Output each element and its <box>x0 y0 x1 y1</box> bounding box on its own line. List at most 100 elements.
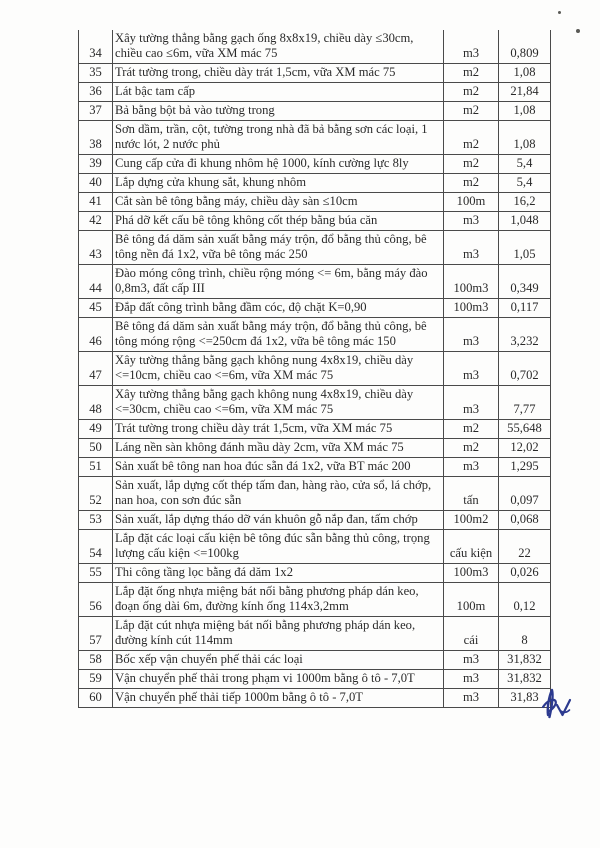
description-cell: Lắp dựng cửa khung sắt, khung nhôm <box>112 173 444 193</box>
row-number-cell: 60 <box>78 688 113 708</box>
row-number-cell: 40 <box>78 173 113 193</box>
quantity-cell: 1,08 <box>498 120 551 155</box>
table-row: 47 Xây tường thẳng bằng gạch không nung … <box>78 351 551 386</box>
unit-cell: m2 <box>443 82 499 102</box>
quantity-cell: 12,02 <box>498 438 551 458</box>
quantity-cell: 3,232 <box>498 317 551 352</box>
unit-cell: m3 <box>443 30 499 64</box>
quantity-cell: 1,08 <box>498 63 551 83</box>
table-row: 59 Vận chuyển phế thải trong phạm vi 100… <box>78 669 551 689</box>
table-row: 48 Xây tường thẳng bằng gạch không nung … <box>78 385 551 420</box>
description-cell: Cắt sàn bê tông bằng máy, chiều dày sàn … <box>112 192 444 212</box>
quantity-cell: 0,809 <box>498 30 551 64</box>
table-row: 36 Lát bậc tam cấp m2 21,84 <box>78 82 551 102</box>
description-cell: Đắp đất công trình bằng đầm cóc, độ chặt… <box>112 298 444 318</box>
work-items-table: 34 Xây tường thẳng bằng gạch ống 8x8x19,… <box>78 30 551 708</box>
table-row: 43 Bê tông đá dăm sản xuất bằng máy trộn… <box>78 230 551 265</box>
description-cell: Lắp đặt ống nhựa miệng bát nối bằng phươ… <box>112 582 444 617</box>
unit-cell: m3 <box>443 211 499 231</box>
quantity-cell: 31,832 <box>498 650 551 670</box>
table-row: 52 Sản xuất, lắp dựng cốt thép tấm đan, … <box>78 476 551 511</box>
row-number-cell: 56 <box>78 582 113 617</box>
quantity-cell: 8 <box>498 616 551 651</box>
unit-cell: m3 <box>443 385 499 420</box>
table-row: 50 Láng nền sàn không đánh mầu dày 2cm, … <box>78 438 551 458</box>
row-number-cell: 46 <box>78 317 113 352</box>
unit-cell: 100m2 <box>443 510 499 530</box>
unit-cell: 100m <box>443 192 499 212</box>
row-number-cell: 39 <box>78 154 113 174</box>
description-cell: Bê tông đá dăm sản xuất bằng máy trộn, đ… <box>112 317 444 352</box>
unit-cell: m2 <box>443 438 499 458</box>
quantity-cell: 0,026 <box>498 563 551 583</box>
description-cell: Lắp đặt cút nhựa miệng bát nối bằng phươ… <box>112 616 444 651</box>
quantity-cell: 55,648 <box>498 419 551 439</box>
table-row: 42 Phá dỡ kết cấu bê tông không cốt thép… <box>78 211 551 231</box>
table-row: 53 Sản xuất, lắp dựng tháo dỡ ván khuôn … <box>78 510 551 530</box>
table-row: 57 Lắp đặt cút nhựa miệng bát nối bằng p… <box>78 616 551 651</box>
unit-cell: cấu kiện <box>443 529 499 564</box>
row-number-cell: 59 <box>78 669 113 689</box>
row-number-cell: 55 <box>78 563 113 583</box>
quantity-cell: 1,08 <box>498 101 551 121</box>
quantity-cell: 0,349 <box>498 264 551 299</box>
row-number-cell: 49 <box>78 419 113 439</box>
unit-cell: m2 <box>443 173 499 193</box>
quantity-cell: 0,068 <box>498 510 551 530</box>
description-cell: Sơn dầm, trần, cột, tường trong nhà đã b… <box>112 120 444 155</box>
row-number-cell: 53 <box>78 510 113 530</box>
scan-speck <box>558 11 561 14</box>
description-cell: Cung cấp cửa đi khung nhôm hệ 1000, kính… <box>112 154 444 174</box>
description-cell: Xây tường thẳng bằng gạch không nung 4x8… <box>112 351 444 386</box>
row-number-cell: 41 <box>78 192 113 212</box>
row-number-cell: 37 <box>78 101 113 121</box>
description-cell: Xây tường thẳng bằng gạch ống 8x8x19, ch… <box>112 30 444 64</box>
unit-cell: m2 <box>443 63 499 83</box>
quantity-cell: 31,832 <box>498 669 551 689</box>
row-number-cell: 57 <box>78 616 113 651</box>
quantity-cell: 16,2 <box>498 192 551 212</box>
table-row: 51 Sản xuất bê tông nan hoa đúc sẵn đá 1… <box>78 457 551 477</box>
row-number-cell: 58 <box>78 650 113 670</box>
quantity-cell: 5,4 <box>498 154 551 174</box>
quantity-cell: 0,12 <box>498 582 551 617</box>
work-items-table-body: 34 Xây tường thẳng bằng gạch ống 8x8x19,… <box>78 30 551 708</box>
table-row: 56 Lắp đặt ống nhựa miệng bát nối bằng p… <box>78 582 551 617</box>
table-row: 37 Bả bằng bột bả vào tường trong m2 1,0… <box>78 101 551 121</box>
unit-cell: m2 <box>443 154 499 174</box>
quantity-cell: 21,84 <box>498 82 551 102</box>
table-row: 44 Đào móng công trình, chiều rộng móng … <box>78 264 551 299</box>
scan-speck <box>576 29 580 33</box>
table-row: 41 Cắt sàn bê tông bằng máy, chiều dày s… <box>78 192 551 212</box>
description-cell: Bê tông đá dăm sản xuất bằng máy trộn, đ… <box>112 230 444 265</box>
quantity-cell: 5,4 <box>498 173 551 193</box>
row-number-cell: 36 <box>78 82 113 102</box>
description-cell: Vận chuyển phế thải tiếp 1000m bằng ô tô… <box>112 688 444 708</box>
description-cell: Láng nền sàn không đánh mầu dày 2cm, vữa… <box>112 438 444 458</box>
row-number-cell: 47 <box>78 351 113 386</box>
description-cell: Phá dỡ kết cấu bê tông không cốt thép bằ… <box>112 211 444 231</box>
description-cell: Xây tường thẳng bằng gạch không nung 4x8… <box>112 385 444 420</box>
table-row: 39 Cung cấp cửa đi khung nhôm hệ 1000, k… <box>78 154 551 174</box>
description-cell: Bốc xếp vận chuyển phế thải các loại <box>112 650 444 670</box>
unit-cell: m3 <box>443 317 499 352</box>
unit-cell: m3 <box>443 669 499 689</box>
unit-cell: m3 <box>443 230 499 265</box>
unit-cell: 100m <box>443 582 499 617</box>
description-cell: Trát tường trong, chiều dày trát 1,5cm, … <box>112 63 444 83</box>
quantity-cell: 7,77 <box>498 385 551 420</box>
row-number-cell: 54 <box>78 529 113 564</box>
unit-cell: m2 <box>443 101 499 121</box>
row-number-cell: 38 <box>78 120 113 155</box>
table-row: 40 Lắp dựng cửa khung sắt, khung nhôm m2… <box>78 173 551 193</box>
unit-cell: m3 <box>443 457 499 477</box>
quantity-cell: 0,702 <box>498 351 551 386</box>
unit-cell: m3 <box>443 688 499 708</box>
unit-cell: m3 <box>443 351 499 386</box>
quantity-cell: 1,05 <box>498 230 551 265</box>
unit-cell: 100m3 <box>443 298 499 318</box>
description-cell: Sản xuất, lắp dựng cốt thép tấm đan, hàn… <box>112 476 444 511</box>
description-cell: Lắp đặt các loại cấu kiện bê tông đúc sẵ… <box>112 529 444 564</box>
quantity-cell: 1,295 <box>498 457 551 477</box>
row-number-cell: 50 <box>78 438 113 458</box>
